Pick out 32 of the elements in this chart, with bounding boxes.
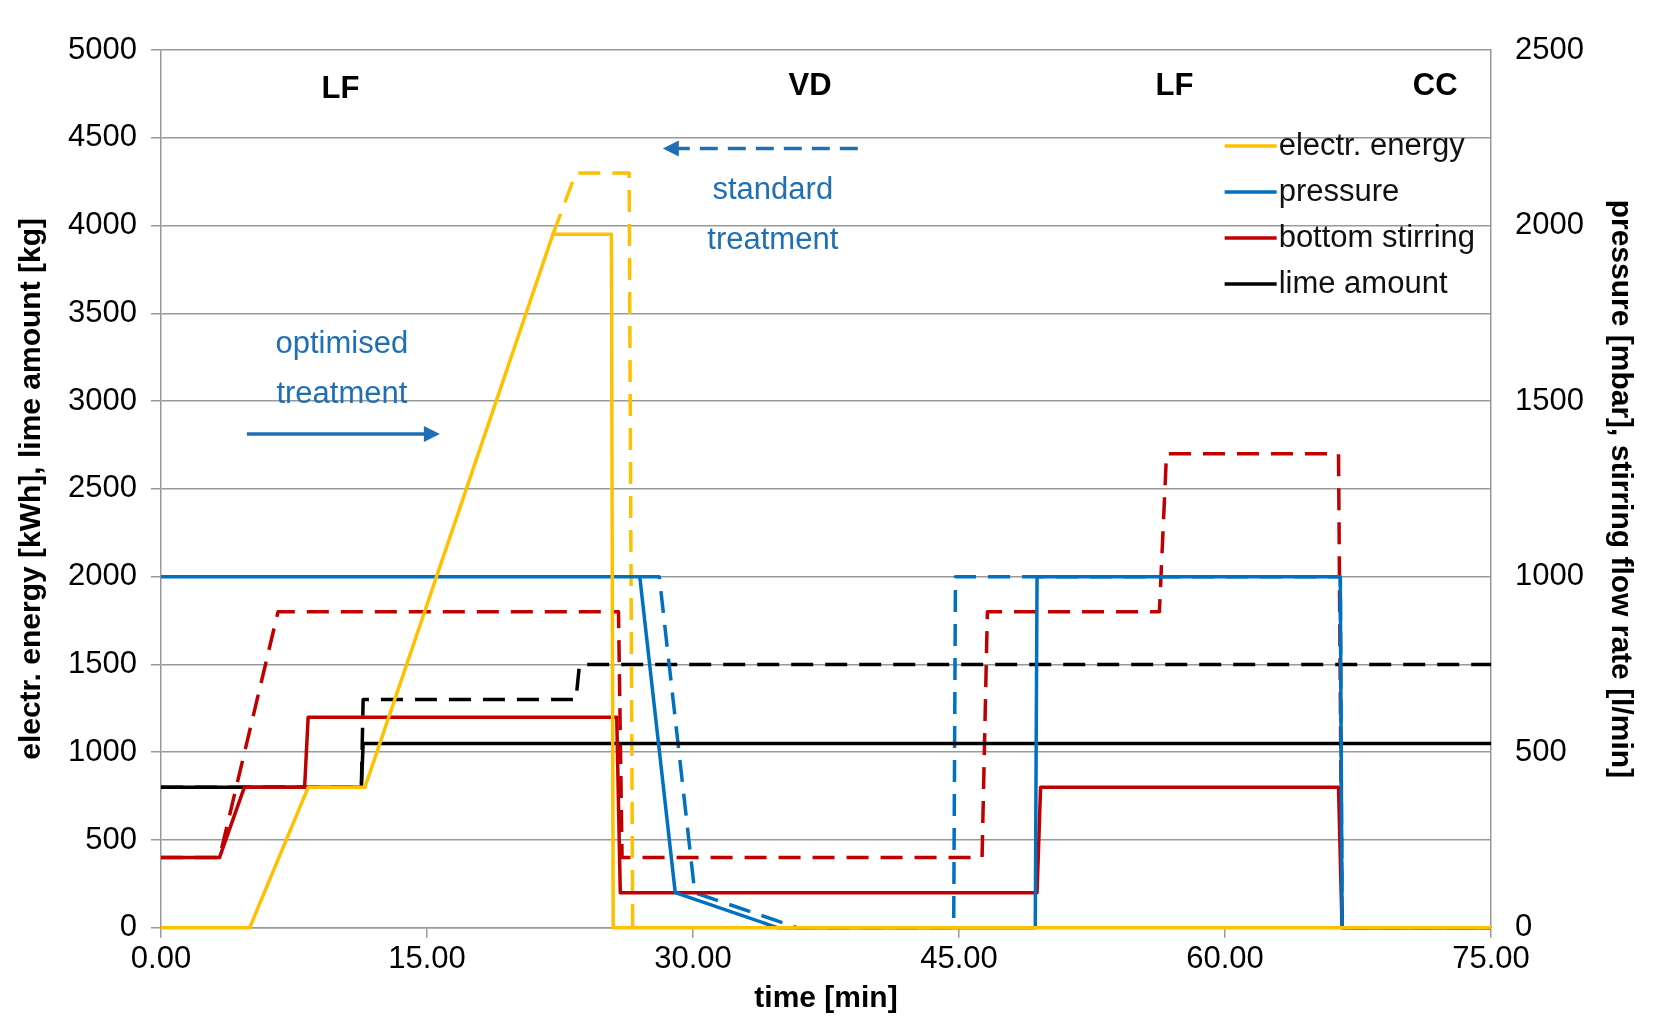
y2-tick-label: 1000 xyxy=(1515,557,1585,593)
y-tick-label: 1500 xyxy=(67,645,137,681)
legend-label: lime amount xyxy=(1278,264,1448,300)
x-tick-label: 60.00 xyxy=(1186,939,1264,975)
x-tick-label: 30.00 xyxy=(654,939,732,975)
annotation: standard treatment xyxy=(707,170,839,256)
legend-label: bottom stirring xyxy=(1278,218,1476,254)
annotation: VD xyxy=(788,66,832,102)
legend-label: pressure xyxy=(1278,172,1400,208)
annotation: CC xyxy=(1412,66,1458,102)
y-axis-title: electr. energy [kWh], lime amount [kg] xyxy=(13,218,47,760)
y-tick-label: 3000 xyxy=(67,381,137,417)
x-tick-label: 15.00 xyxy=(388,939,466,975)
y-tick-label: 4000 xyxy=(67,206,137,242)
annotation: LF xyxy=(321,70,360,106)
annotation: optimised treatment xyxy=(275,324,409,410)
y2-axis-title: pressure [mbar], stirring flow rate [l/min] xyxy=(1605,199,1639,779)
y-tick-label: 500 xyxy=(85,820,137,856)
y2-tick-label: 1500 xyxy=(1515,381,1585,417)
y2-tick-label: 2000 xyxy=(1515,206,1585,242)
y-tick-label: 2000 xyxy=(67,557,137,593)
y-tick-label: 4500 xyxy=(67,118,137,154)
x-tick-label: 45.00 xyxy=(920,939,998,975)
legend-label: electr. energy xyxy=(1278,126,1466,162)
x-axis-title: time [min] xyxy=(754,980,898,1014)
y2-tick-label: 500 xyxy=(1515,732,1567,768)
annotation: LF xyxy=(1155,66,1194,102)
y-tick-label: 3500 xyxy=(67,293,137,329)
y-tick-label: 1000 xyxy=(67,732,137,768)
y2-tick-label: 2500 xyxy=(1515,30,1585,66)
y-tick-label: 2500 xyxy=(67,469,137,505)
y-tick-label: 5000 xyxy=(67,30,137,66)
